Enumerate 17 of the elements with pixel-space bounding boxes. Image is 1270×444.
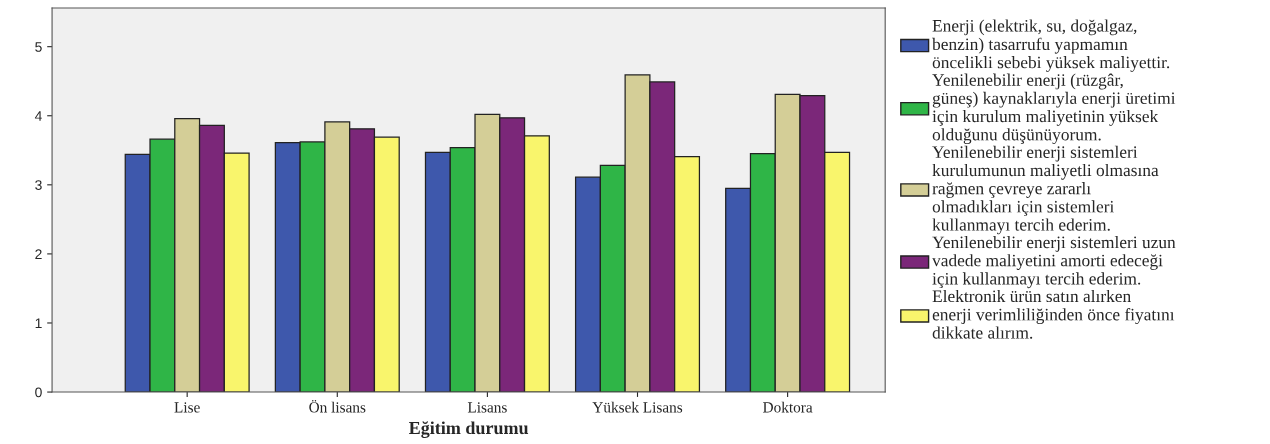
legend-label: Yenilenebilir enerji sistemleri kurulumunun maliyetli olmasına rağmen çevreye zararlı olmadıkları için sistemleri kullanmayı tercih ederim. [932, 145, 1159, 235]
x-tick-label: Doktora [763, 401, 813, 413]
x-tick-label: Yüksek Lisans [592, 401, 683, 413]
x-tick-label: Lisans [467, 402, 507, 413]
y-tick-label: 3 [35, 180, 42, 190]
y-tick-label: 2 [35, 249, 42, 259]
x-tick-label: Lise [174, 402, 200, 413]
y-tick-label: 1 [35, 318, 42, 329]
y-tick-label: 5 [35, 42, 42, 52]
y-tick-label: 4 [34, 111, 42, 121]
y-tick-label: 0 [35, 387, 42, 398]
legend-label: Enerji (elektrik, su, doğalgaz, benzin) tasarrufu yapmamın öncelikli sebebi yüksek maliyettir. [932, 19, 1170, 72]
legend-label: Yenilenebilir enerji sistemleri uzun vadede maliyetini amorti edeceği için kullanmayı tercih ederim. [932, 236, 1176, 289]
x-tick-label: Ön lisans [309, 399, 366, 413]
legend-label: Yenilenebilir enerji (rüzgâr, güneş) kaynaklarıyla enerji üretimi için kurulum maliyetinin yüksek olduğunu düşünüyorum. [932, 73, 1176, 145]
legend-label: Elektronik ürün satın alırken enerji verimliliğinden önce fiyatını dikkate alırım. [932, 289, 1175, 339]
x-axis-title: Eğitim durumu [408, 421, 529, 438]
